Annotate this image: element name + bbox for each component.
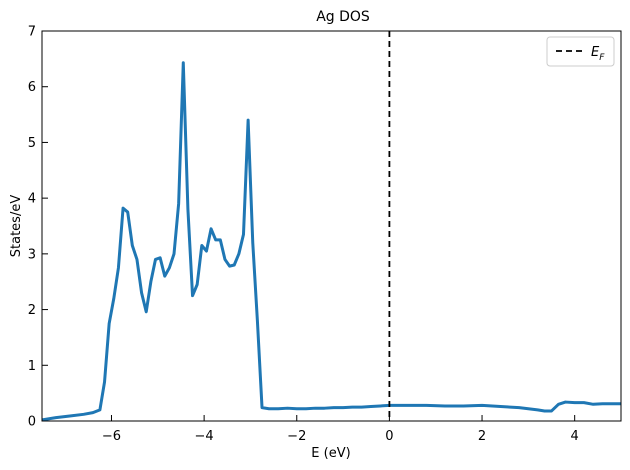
- y-tick-label: 4: [28, 192, 36, 207]
- x-tick-label: −6: [102, 429, 121, 444]
- x-tick-label: 2: [478, 429, 486, 444]
- y-axis-label: States/eV: [9, 195, 24, 258]
- plot-frame: [41, 30, 622, 422]
- x-tick-label: −4: [195, 429, 214, 444]
- y-tick-label: 3: [28, 247, 36, 262]
- legend: EF: [546, 36, 615, 67]
- chart-title: Ag DOS: [316, 9, 370, 25]
- x-tick-label: 0: [385, 429, 393, 444]
- y-tick-label: 0: [28, 415, 36, 430]
- y-tick-label: 5: [28, 136, 36, 151]
- x-axis-label: E (eV): [311, 446, 350, 461]
- x-tick-label: −2: [287, 429, 306, 444]
- y-tick-label: 1: [28, 359, 36, 374]
- y-tick-label: 2: [28, 303, 36, 318]
- legend-label-subscript: F: [599, 53, 605, 63]
- x-tick-label: 4: [571, 429, 579, 444]
- x-axis: −6 −4 −2 0 2 4: [102, 415, 579, 444]
- plot-area: [41, 30, 622, 422]
- y-tick-label: 6: [28, 80, 36, 95]
- y-tick-label: 7: [28, 25, 36, 40]
- y-axis: 0 1 2 3 4 5 6 7: [28, 25, 48, 430]
- legend-entry-fermi: EF: [591, 45, 605, 63]
- dos-series-line-0: [42, 61, 621, 421]
- legend-label-main: E: [591, 45, 600, 60]
